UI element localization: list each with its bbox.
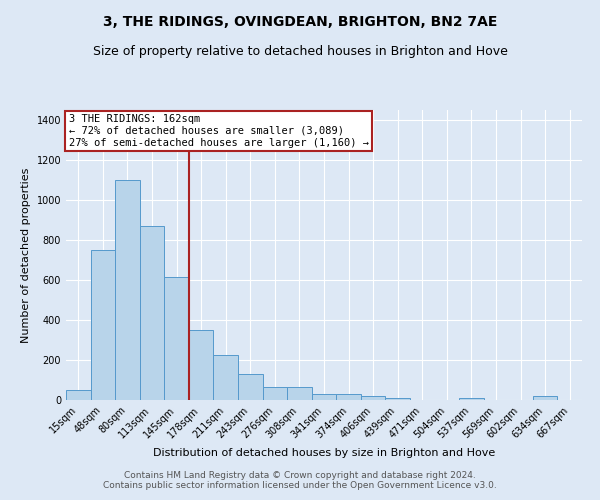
Bar	[91, 250, 115, 400]
Bar	[263, 388, 287, 400]
Bar	[287, 387, 312, 400]
Bar	[115, 180, 140, 400]
Bar	[214, 355, 238, 400]
Y-axis label: Number of detached properties: Number of detached properties	[21, 168, 31, 342]
Bar	[140, 226, 164, 400]
X-axis label: Distribution of detached houses by size in Brighton and Hove: Distribution of detached houses by size …	[153, 448, 495, 458]
Bar	[533, 396, 557, 400]
Bar	[459, 398, 484, 400]
Bar	[336, 394, 361, 400]
Bar	[66, 390, 91, 400]
Bar	[385, 398, 410, 400]
Text: Size of property relative to detached houses in Brighton and Hove: Size of property relative to detached ho…	[92, 45, 508, 58]
Text: 3 THE RIDINGS: 162sqm
← 72% of detached houses are smaller (3,089)
27% of semi-d: 3 THE RIDINGS: 162sqm ← 72% of detached …	[68, 114, 368, 148]
Bar	[164, 277, 189, 400]
Text: Contains HM Land Registry data © Crown copyright and database right 2024.
Contai: Contains HM Land Registry data © Crown c…	[103, 470, 497, 490]
Bar	[238, 374, 263, 400]
Text: 3, THE RIDINGS, OVINGDEAN, BRIGHTON, BN2 7AE: 3, THE RIDINGS, OVINGDEAN, BRIGHTON, BN2…	[103, 15, 497, 29]
Bar	[312, 394, 336, 400]
Bar	[361, 396, 385, 400]
Bar	[189, 330, 214, 400]
